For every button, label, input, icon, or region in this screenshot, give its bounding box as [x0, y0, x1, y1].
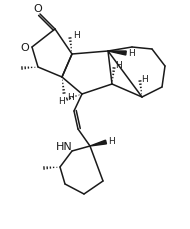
- Text: H: H: [73, 30, 79, 39]
- Text: H: H: [116, 61, 122, 70]
- Text: O: O: [21, 43, 29, 53]
- Polygon shape: [108, 52, 126, 56]
- Text: H: H: [109, 136, 115, 145]
- Text: O: O: [34, 4, 42, 14]
- Text: HN: HN: [56, 141, 72, 151]
- Polygon shape: [90, 141, 106, 146]
- Text: H: H: [58, 97, 64, 106]
- Text: H: H: [129, 48, 135, 57]
- Text: H: H: [142, 74, 148, 83]
- Text: H: H: [67, 92, 73, 101]
